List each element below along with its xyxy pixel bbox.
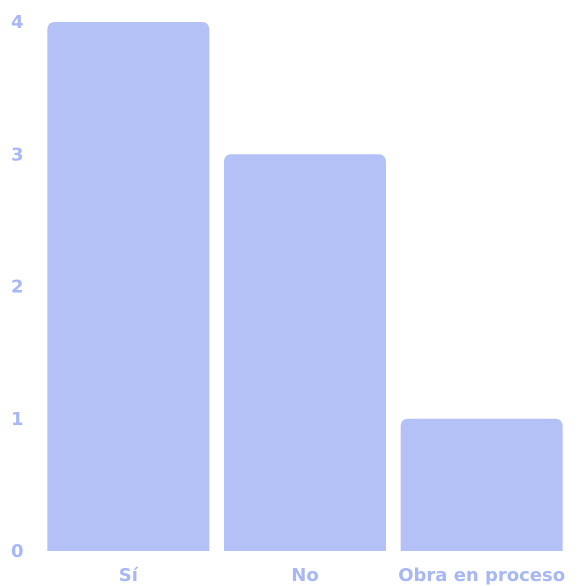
y-axis: 0 1 2 3 4 (11, 12, 24, 562)
y-tick-label: 0 (11, 541, 24, 562)
y-tick-label: 2 (11, 277, 24, 298)
x-tick-label: Sí (119, 565, 139, 586)
bar-0[interactable] (47, 22, 210, 551)
bar-1[interactable] (224, 154, 386, 551)
y-tick-label: 4 (11, 12, 24, 33)
bars (47, 22, 563, 551)
y-tick-label: 1 (11, 409, 24, 430)
bar-2[interactable] (400, 418, 563, 551)
x-axis: Sí No Obra en proceso (119, 565, 565, 586)
x-tick-label: No (291, 565, 318, 586)
x-tick-label: Obra en proceso (398, 565, 565, 586)
y-tick-label: 3 (11, 144, 24, 165)
